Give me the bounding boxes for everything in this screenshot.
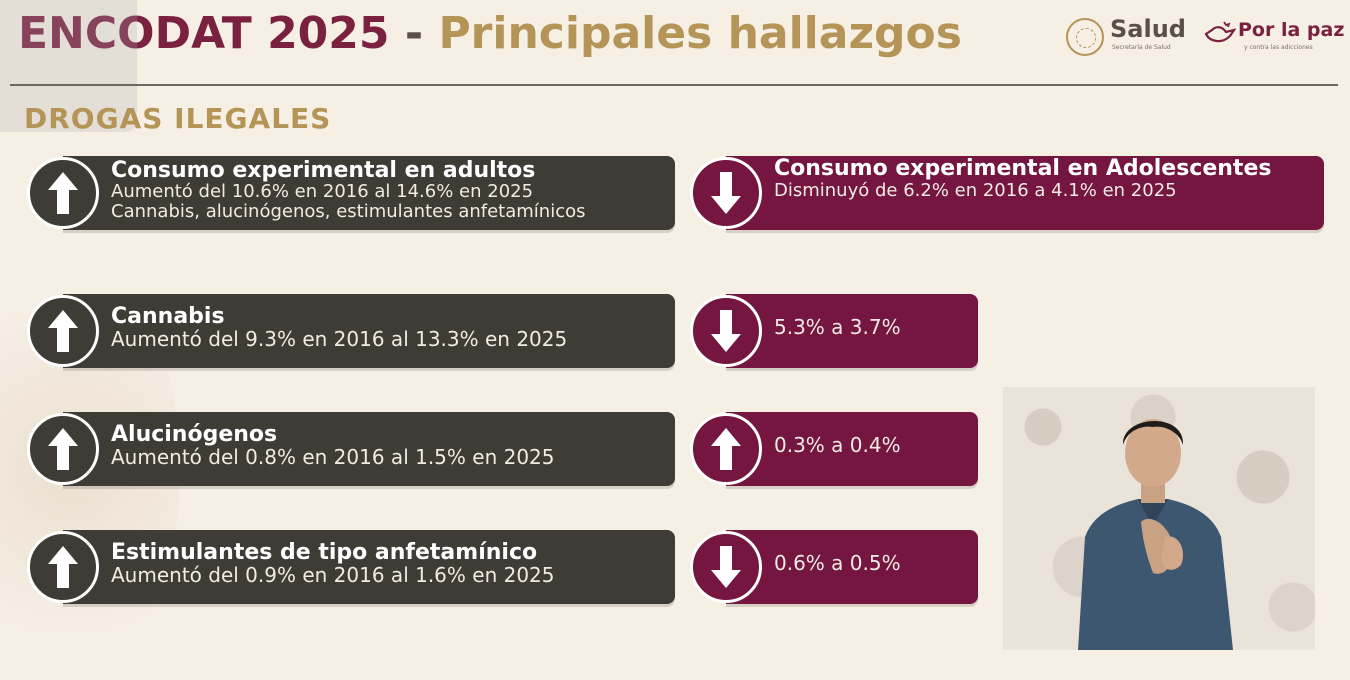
- arrow-up-icon: [27, 531, 99, 603]
- dove-icon: [1204, 21, 1236, 43]
- card-text: 0.3% a 0.4%: [774, 434, 968, 456]
- card-cannabis-adolescentes: 5.3% a 3.7%: [690, 294, 978, 370]
- card-heading: Consumo experimental en adultos: [111, 158, 536, 183]
- arrow-down-icon: [690, 295, 762, 367]
- card-detail: Aumentó del 0.8% en 2016 al 1.5% en 2025: [111, 445, 555, 469]
- card-text: Estimulantes de tipo anfetamínico Aument…: [111, 540, 665, 587]
- card-bar: [726, 530, 978, 604]
- arrow-up-icon: [27, 157, 99, 229]
- card-alucinogenos: Alucinógenos Aumentó del 0.8% en 2016 al…: [27, 412, 675, 488]
- card-bar: [726, 412, 978, 486]
- sign-language-interpreter-video: [1003, 387, 1315, 650]
- card-detail: 5.3% a 3.7%: [774, 315, 901, 339]
- interpreter-figure: [1078, 419, 1233, 650]
- card-text: Consumo experimental en Adolescentes Dis…: [774, 158, 1314, 202]
- arrow-up-icon: [27, 413, 99, 485]
- card-alucinogenos-adolescentes: 0.3% a 0.4%: [690, 412, 978, 488]
- card-text: 0.6% a 0.5%: [774, 552, 968, 574]
- title-separator: -: [389, 8, 439, 59]
- card-heading: Estimulantes de tipo anfetamínico: [111, 540, 538, 565]
- card-detail: Disminuyó de 6.2% en 2016 a 4.1% en 2025: [774, 180, 1177, 201]
- header-divider: [10, 84, 1338, 86]
- seal-icon: [1066, 18, 1104, 56]
- card-adolescentes: Consumo experimental en Adolescentes Dis…: [690, 156, 1324, 232]
- card-detail: Aumentó del 0.9% en 2016 al 1.6% en 2025: [111, 563, 555, 587]
- card-estimulantes-adolescentes: 0.6% a 0.5%: [690, 530, 978, 606]
- card-estimulantes: Estimulantes de tipo anfetamínico Aument…: [27, 530, 675, 606]
- card-detail-2: Cannabis, alucinógenos, estimulantes anf…: [111, 201, 586, 222]
- arrow-up-icon: [690, 413, 762, 485]
- card-heading: Alucinógenos: [111, 422, 278, 447]
- card-bar: [63, 294, 675, 368]
- card-bar: [63, 530, 675, 604]
- card-adultos: Consumo experimental en adultos Aumentó …: [27, 156, 675, 232]
- title-encodat: ENCODAT 2025: [18, 8, 390, 59]
- card-bar: [63, 412, 675, 486]
- card-heading: Cannabis: [111, 304, 225, 329]
- card-text: Alucinógenos Aumentó del 0.8% en 2016 al…: [111, 422, 665, 469]
- card-detail: Aumentó del 9.3% en 2016 al 13.3% en 202…: [111, 327, 568, 351]
- card-text: 5.3% a 3.7%: [774, 316, 968, 338]
- logo-salud: Salud: [1110, 15, 1186, 43]
- logo-paz-subtitle: y contra las adicciones: [1244, 44, 1313, 51]
- card-bar: [63, 156, 675, 230]
- card-detail: 0.3% a 0.4%: [774, 433, 901, 457]
- card-bar: [726, 294, 978, 368]
- card-detail: 0.6% a 0.5%: [774, 551, 901, 575]
- arrow-down-icon: [690, 531, 762, 603]
- logo-por-la-paz: Por la paz: [1238, 19, 1345, 41]
- header-logos: Salud Secretaría de Salud Por la paz y c…: [1066, 12, 1346, 60]
- arrow-down-icon: [690, 157, 762, 229]
- page-title: ENCODAT 2025 - Principales hallazgos: [18, 6, 962, 62]
- video-overlay-button[interactable]: [0, 0, 137, 132]
- arrow-up-icon: [27, 295, 99, 367]
- section-title: DROGAS ILEGALES: [24, 102, 332, 135]
- card-cannabis: Cannabis Aumentó del 9.3% en 2016 al 13.…: [27, 294, 675, 370]
- card-bar: [726, 156, 1324, 230]
- card-heading: Consumo experimental en Adolescentes: [774, 156, 1272, 181]
- card-detail: Aumentó del 10.6% en 2016 al 14.6% en 20…: [111, 181, 534, 202]
- logo-salud-subtitle: Secretaría de Salud: [1112, 44, 1171, 51]
- card-text: Cannabis Aumentó del 9.3% en 2016 al 13.…: [111, 304, 665, 351]
- title-hallazgos: Principales hallazgos: [438, 8, 962, 59]
- card-text: Consumo experimental en adultos Aumentó …: [111, 160, 665, 222]
